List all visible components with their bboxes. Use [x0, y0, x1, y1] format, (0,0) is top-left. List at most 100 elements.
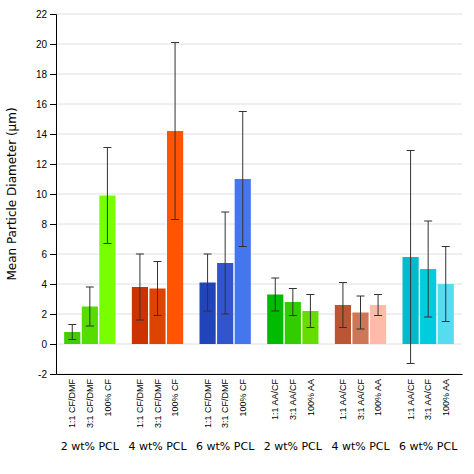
tick-label: 6 — [41, 249, 47, 260]
grid-line — [56, 374, 462, 375]
tick: 3:1 CF/DMF — [85, 379, 95, 429]
error-bar — [442, 247, 450, 322]
error-bar — [407, 151, 415, 364]
group-label: 2 wt% PCL — [264, 440, 323, 453]
tick: 14 — [36, 129, 56, 140]
x-labels: 1:1 CF/DMF3:1 CF/DMF100% CF2 wt% PCL1:1 … — [61, 379, 458, 453]
tick: 3:1 CF/DMF — [220, 379, 230, 429]
bar-group — [335, 283, 386, 345]
tick-label: 1:1 CF/DMF — [203, 379, 213, 429]
error-line — [175, 43, 176, 220]
tick-mark — [50, 284, 56, 285]
tick-mark — [50, 44, 56, 45]
error-bar — [103, 148, 111, 244]
tick: 1:1 CF/DMF — [203, 379, 213, 429]
tick-label: 22 — [36, 9, 48, 20]
category-axis: 1:1 AA/CF3:1 AA/CF100% AA — [338, 379, 383, 421]
tick: 1:1 AA/CF — [338, 379, 348, 421]
tick-mark — [50, 74, 56, 75]
error-bar — [374, 295, 382, 316]
error-line — [154, 315, 162, 316]
error-line — [204, 254, 212, 255]
error-line — [275, 278, 276, 311]
error-line — [445, 247, 446, 322]
error-line — [306, 327, 314, 328]
tick: 6 — [41, 249, 56, 260]
grid-line — [56, 314, 462, 315]
y-axis: -20246810121416182022 — [36, 9, 57, 380]
tick: 3:1 AA/CF — [288, 379, 298, 421]
error-line — [204, 311, 212, 312]
tick-label: 100% AA — [441, 379, 451, 416]
error-bar — [239, 112, 247, 247]
tick: 20 — [36, 39, 56, 50]
tick-mark — [50, 224, 56, 225]
error-line — [242, 112, 243, 247]
bar-group — [200, 112, 251, 345]
axis-title: Mean Particle Diameter (μm) — [5, 107, 19, 280]
grid-line — [56, 74, 462, 75]
tick-label: 4 — [41, 279, 47, 290]
tick-label: 14 — [36, 129, 48, 140]
grid-line — [56, 254, 462, 255]
error-bar — [339, 283, 347, 328]
grid-line — [56, 284, 462, 285]
tick: 1:1 CF/DMF — [67, 379, 77, 429]
bars — [64, 43, 454, 364]
tick: 100% CF — [103, 379, 113, 417]
category-axis: 1:1 AA/CF3:1 AA/CF100% AA — [270, 379, 315, 421]
tick-label: 100% CF — [238, 379, 248, 417]
error-line — [407, 150, 415, 151]
bar-group — [64, 148, 115, 345]
chart: -20246810121416182022Mean Particle Diame… — [0, 0, 474, 474]
error-line — [107, 148, 108, 244]
error-line — [442, 246, 450, 247]
error-line — [103, 243, 111, 244]
error-line — [271, 311, 279, 312]
tick: -2 — [38, 369, 56, 380]
error-line — [86, 326, 94, 327]
error-line — [171, 219, 179, 220]
error-line — [374, 315, 382, 316]
error-bar — [424, 221, 432, 317]
tick-mark — [50, 314, 56, 315]
bar-group — [267, 278, 318, 344]
grid-line — [56, 344, 462, 345]
error-line — [89, 287, 90, 326]
tick-mark — [50, 344, 56, 345]
error-bar — [171, 43, 179, 220]
tick-label: 16 — [36, 99, 48, 110]
tick: 18 — [36, 69, 56, 80]
category-axis: 1:1 CF/DMF3:1 CF/DMF100% CF — [135, 379, 180, 429]
tick-label: -2 — [38, 369, 47, 380]
bar-group — [403, 151, 454, 364]
tick-label: 0 — [41, 339, 47, 350]
tick-mark — [50, 254, 56, 255]
tick: 1:1 AA/CF — [270, 379, 280, 421]
error-line — [271, 278, 279, 279]
tick-mark — [50, 374, 56, 375]
error-line — [221, 212, 229, 213]
error-line — [225, 212, 226, 314]
plot: -20246810121416182022Mean Particle Diame… — [5, 9, 463, 453]
bar-group — [132, 43, 183, 345]
error-line — [407, 363, 415, 364]
error-line — [171, 42, 179, 43]
axis-line — [57, 374, 463, 375]
error-line — [339, 327, 347, 328]
error-bar — [271, 278, 279, 311]
tick: 4 — [41, 279, 56, 290]
error-bar — [68, 325, 76, 340]
error-line — [72, 325, 73, 340]
error-line — [424, 317, 432, 318]
error-bar — [221, 212, 229, 314]
tick: 22 — [36, 9, 56, 20]
error-line — [221, 314, 229, 315]
tick-mark — [50, 164, 56, 165]
error-line — [424, 221, 432, 222]
group-label: 4 wt% PCL — [331, 440, 390, 453]
x-axis — [57, 374, 463, 375]
error-line — [410, 151, 411, 364]
error-line — [289, 315, 297, 316]
error-line — [306, 294, 314, 295]
